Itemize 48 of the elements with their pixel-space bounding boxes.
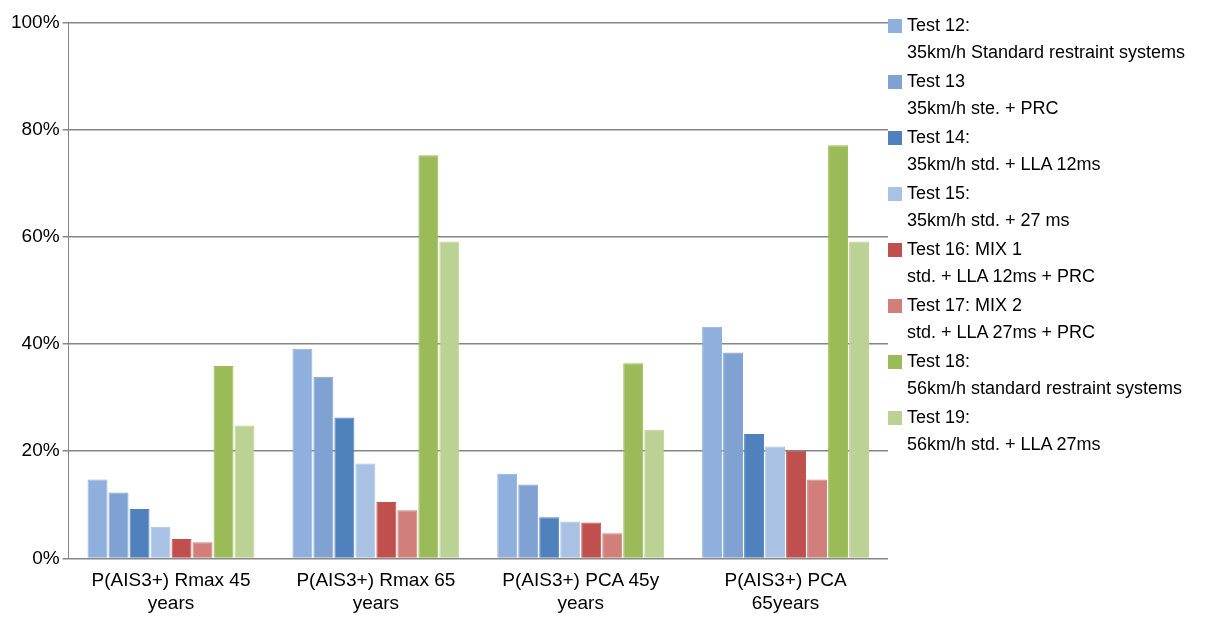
legend-label: Test 16: MIX 1 std. + LLA 12ms + PRC — [907, 238, 1096, 288]
bar — [397, 510, 418, 558]
bar — [723, 352, 744, 558]
bar — [849, 241, 870, 558]
bar — [418, 155, 439, 558]
bar — [334, 417, 355, 558]
bar — [355, 463, 376, 558]
bar — [150, 526, 171, 558]
x-tick-label: P(AIS3+) PCA 45y years — [502, 569, 660, 613]
y-tick-label: 0% — [32, 546, 60, 568]
legend-label: Test 15: 35km/h std. + 27 ms — [907, 182, 1070, 232]
bar — [702, 326, 723, 558]
bar — [497, 473, 518, 558]
y-tick-label: 100% — [10, 10, 60, 32]
legend-label: Test 17: MIX 2 std. + LLA 27ms + PRC — [907, 294, 1096, 344]
bar — [786, 450, 807, 558]
legend-label: Test 14: 35km/h std. + LLA 12ms — [907, 126, 1101, 176]
bar — [560, 521, 581, 558]
bar — [644, 429, 665, 558]
bar — [439, 241, 460, 558]
y-tick-label: 80% — [21, 117, 60, 139]
legend-label: Test 19: 56km/h std. + LLA 27ms — [907, 406, 1101, 456]
legend-label: Test 18: 56km/h standard restraint systems — [907, 350, 1183, 400]
bar — [108, 492, 129, 558]
x-tick-label: P(AIS3+) Rmax 45 years — [91, 569, 251, 613]
bar — [602, 533, 623, 558]
bar — [623, 363, 644, 558]
x-tick-label: P(AIS3+) Rmax 65 years — [296, 569, 456, 613]
y-tick-label: 40% — [21, 332, 60, 354]
bar — [581, 522, 602, 558]
bar — [292, 348, 313, 558]
legend-label: Test 12: 35km/h Standard restraint systems — [907, 14, 1186, 64]
bar — [518, 484, 539, 558]
bar — [313, 376, 334, 558]
legend-label: Test 13 35km/h ste. + PRC — [907, 70, 1059, 120]
y-tick-label: 20% — [21, 439, 60, 461]
bar — [807, 479, 828, 558]
bar — [129, 509, 150, 558]
bar — [234, 425, 255, 558]
bar — [765, 446, 786, 558]
bar — [539, 517, 560, 558]
bar — [376, 502, 397, 558]
x-tick-label: P(AIS3+) PCA 65years — [724, 569, 847, 613]
bar — [87, 479, 108, 558]
bar — [828, 145, 849, 558]
bar — [744, 434, 765, 558]
y-tick-label: 60% — [21, 225, 60, 247]
bar — [213, 365, 234, 558]
